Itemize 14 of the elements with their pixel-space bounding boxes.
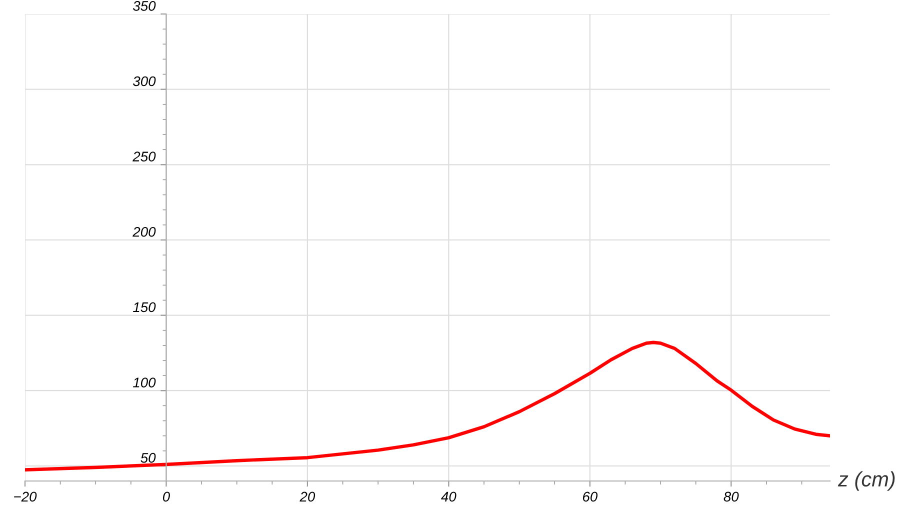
y-tick-label: 100: [133, 378, 156, 388]
x-tick-label: 80: [724, 492, 739, 502]
x-tick-label: 60: [582, 492, 598, 502]
x-axis-title: z (cm): [838, 471, 895, 491]
x-tick-label: −20: [14, 492, 37, 502]
x-tick-label: 0: [162, 492, 170, 502]
y-tick-label: 350: [132, 1, 156, 11]
y-tick-label: 150: [133, 302, 156, 312]
x-tick-label: 40: [441, 492, 456, 502]
y-tick-label: 50: [140, 452, 156, 463]
y-tick-label: 250: [132, 152, 156, 162]
y-tick-label: 200: [132, 226, 156, 237]
y-tick-label: 300: [132, 76, 156, 86]
x-tick-label: 20: [300, 492, 316, 502]
